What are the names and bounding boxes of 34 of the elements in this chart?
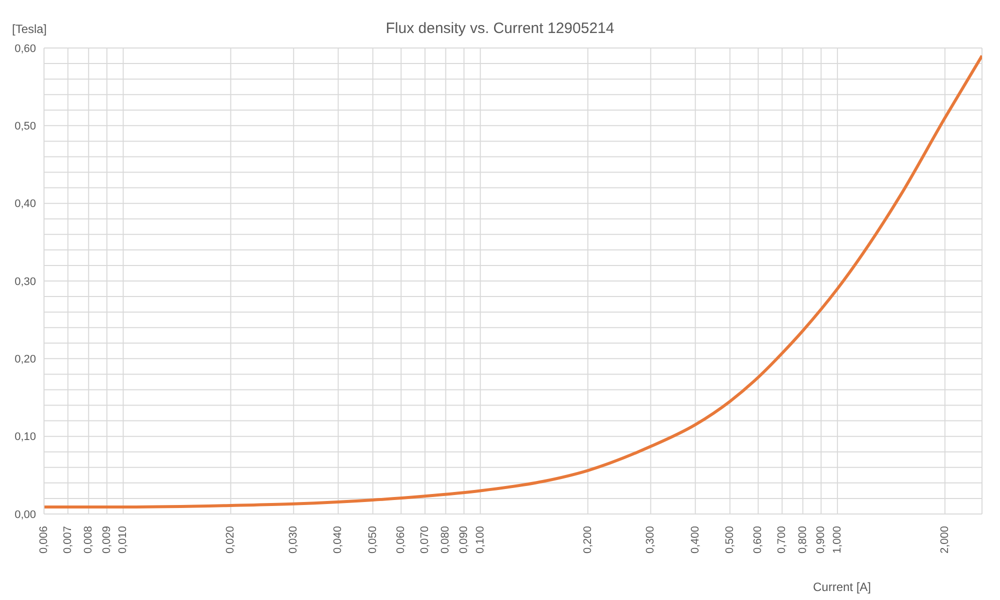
x-tick-label: 0,006 xyxy=(38,526,50,554)
x-tick-label: 0,100 xyxy=(474,526,486,554)
y-tick-label: 0,20 xyxy=(14,354,36,366)
x-tick-label: 0,400 xyxy=(689,526,702,554)
x-tick-label: 0,030 xyxy=(288,526,300,554)
y-tick-label: 0,40 xyxy=(14,198,36,210)
x-tick-label: 0,500 xyxy=(724,526,736,554)
x-tick-label: 0,070 xyxy=(419,526,432,554)
y-tick-label: 0,50 xyxy=(14,120,36,133)
chart-title: Flux density vs. Current 12905214 xyxy=(386,20,614,37)
x-tick-label: 0,300 xyxy=(644,526,657,554)
x-tick-label: 0,060 xyxy=(395,526,408,554)
x-tick-label: 0,007 xyxy=(62,526,74,554)
x-tick-label: 0,040 xyxy=(332,526,344,554)
x-tick-label: 0,009 xyxy=(100,526,113,554)
x-axis-title: Current [A] xyxy=(813,580,872,594)
y-tick-label: 0,00 xyxy=(14,508,36,521)
x-tick-label: 0,200 xyxy=(582,526,594,554)
x-tick-label: 0,090 xyxy=(458,526,470,554)
x-tick-label: 0,800 xyxy=(796,526,809,554)
x-tick-label: 0,020 xyxy=(224,526,237,554)
x-tick-label: 0,600 xyxy=(752,526,764,554)
x-tick-label: 0,010 xyxy=(117,526,130,554)
x-tick-label: 1,000 xyxy=(831,526,844,554)
x-tick-label: 0,700 xyxy=(776,526,788,554)
y-tick-label: 0,10 xyxy=(14,431,36,444)
x-tick-label: 0,050 xyxy=(366,526,379,554)
y-tick-label: 0,30 xyxy=(14,276,36,288)
x-tick-label: 0,008 xyxy=(82,526,95,554)
y-axis-title: [Tesla] xyxy=(12,22,47,36)
x-tick-label: 2,000 xyxy=(938,526,951,554)
x-tick-label: 0,080 xyxy=(440,526,452,554)
y-tick-label: 0,60 xyxy=(14,42,36,55)
x-tick-label: 0,900 xyxy=(815,526,828,554)
